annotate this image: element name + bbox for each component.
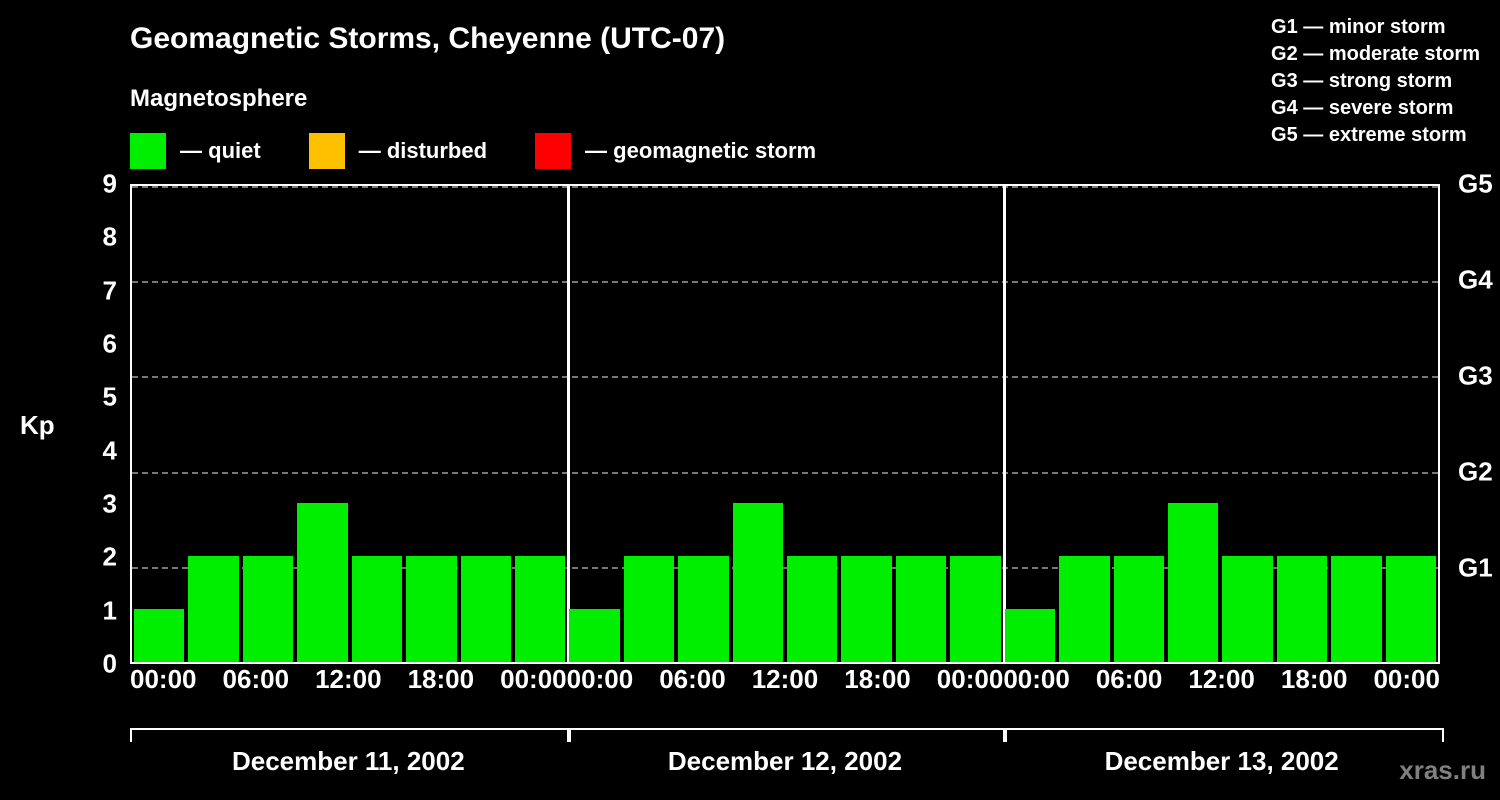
x-tick-day2-4: 00:00 xyxy=(1373,664,1440,695)
bar-day0-1[interactable] xyxy=(188,556,238,662)
date-bracket-0 xyxy=(130,728,571,742)
date-label-2: December 13, 2002 xyxy=(1003,746,1440,777)
x-labels-day-2: 00:00 06:00 12:00 18:00 00:00 xyxy=(1003,664,1440,695)
legend-label-quiet: — quiet xyxy=(180,138,261,164)
bar-day1-7[interactable] xyxy=(950,556,1000,662)
bar-day1-2[interactable] xyxy=(678,556,728,662)
day-panel-1 xyxy=(567,186,1002,662)
bar-day0-7[interactable] xyxy=(515,556,565,662)
bar-day2-1[interactable] xyxy=(1059,556,1109,662)
x-tick-day1-1: 06:00 xyxy=(659,664,726,695)
bar-day1-3[interactable] xyxy=(733,503,783,662)
date-bracket-2 xyxy=(1003,728,1444,742)
bar-day2-5[interactable] xyxy=(1277,556,1327,662)
x-labels-day-0: 00:00 06:00 12:00 18:00 00:00 xyxy=(130,664,567,695)
bar-day0-5[interactable] xyxy=(406,556,456,662)
chart-title: Geomagnetic Storms, Cheyenne (UTC-07) xyxy=(130,22,725,56)
bar-day2-2[interactable] xyxy=(1114,556,1164,662)
bar-day1-4[interactable] xyxy=(787,556,837,662)
g-tick-G5: G5 xyxy=(1458,169,1493,200)
chart-page: Geomagnetic Storms, Cheyenne (UTC-07) Ma… xyxy=(0,0,1500,800)
color-legend: — quiet — disturbed — geomagnetic storm xyxy=(130,133,864,169)
x-tick-day2-1: 06:00 xyxy=(1096,664,1163,695)
g-tick-G3: G3 xyxy=(1458,361,1493,392)
x-tick-day0-0: 00:00 xyxy=(130,664,197,695)
bar-day0-0[interactable] xyxy=(134,609,184,662)
day-panel-2 xyxy=(1003,186,1438,662)
legend-item-storm: — geomagnetic storm xyxy=(535,133,816,169)
quiet-swatch-icon xyxy=(130,133,166,169)
date-bracket-1 xyxy=(567,728,1008,742)
bar-day0-4[interactable] xyxy=(352,556,402,662)
g-tick-G1: G1 xyxy=(1458,553,1493,584)
x-tick-day2-3: 18:00 xyxy=(1281,664,1348,695)
bar-day2-0[interactable] xyxy=(1005,609,1055,662)
legend-item-disturbed: — disturbed xyxy=(309,133,487,169)
g-axis-labels: G5 G4 G3 G2 G1 xyxy=(1452,184,1500,664)
x-tick-day1-2: 12:00 xyxy=(752,664,819,695)
x-tick-day2-2: 12:00 xyxy=(1188,664,1255,695)
legend-item-quiet: — quiet xyxy=(130,133,261,169)
bar-day2-4[interactable] xyxy=(1222,556,1272,662)
g-tick-G2: G2 xyxy=(1458,457,1493,488)
day-panel-0 xyxy=(132,186,567,662)
bar-day2-7[interactable] xyxy=(1386,556,1436,662)
bar-day0-2[interactable] xyxy=(243,556,293,662)
legend-label-disturbed: — disturbed xyxy=(359,138,487,164)
bar-day2-6[interactable] xyxy=(1331,556,1381,662)
g-scale-legend: G1 — minor storm G2 — moderate storm G3 … xyxy=(1271,14,1480,149)
x-axis-labels: 00:00 06:00 12:00 18:00 00:00 00:00 06:00 12:0… xyxy=(130,664,1440,704)
chart-subtitle: Magnetosphere xyxy=(130,85,307,113)
date-section: December 11, 2002 December 12, 2002 Dece… xyxy=(130,728,1440,788)
bars-container xyxy=(132,186,1438,662)
x-tick-day1-0: 00:00 xyxy=(567,664,634,695)
bar-day1-5[interactable] xyxy=(841,556,891,662)
bar-day0-3[interactable] xyxy=(297,503,347,662)
bar-day2-3[interactable] xyxy=(1168,503,1218,662)
plot-area xyxy=(130,184,1440,664)
x-tick-day0-1: 06:00 xyxy=(223,664,290,695)
watermark-text: xras.ru xyxy=(1399,755,1486,786)
date-label-1: December 12, 2002 xyxy=(567,746,1004,777)
bar-day1-1[interactable] xyxy=(624,556,674,662)
x-tick-day0-3: 18:00 xyxy=(408,664,475,695)
g-tick-G4: G4 xyxy=(1458,265,1493,296)
x-tick-day1-4: 00:00 xyxy=(937,664,1004,695)
bar-day1-0[interactable] xyxy=(569,609,619,662)
y-axis-labels: 9 8 7 6 5 4 3 2 1 0 xyxy=(75,184,125,664)
kp-axis-label: Kp xyxy=(20,410,55,441)
x-tick-day2-0: 00:00 xyxy=(1003,664,1070,695)
bar-day1-6[interactable] xyxy=(896,556,946,662)
x-tick-day0-2: 12:00 xyxy=(315,664,382,695)
x-labels-day-1: 00:00 06:00 12:00 18:00 00:00 xyxy=(567,664,1004,695)
disturbed-swatch-icon xyxy=(309,133,345,169)
date-label-0: December 11, 2002 xyxy=(130,746,567,777)
x-tick-day0-4: 00:00 xyxy=(500,664,567,695)
x-tick-day1-3: 18:00 xyxy=(844,664,911,695)
bar-day0-6[interactable] xyxy=(461,556,511,662)
legend-label-storm: — geomagnetic storm xyxy=(585,138,816,164)
storm-swatch-icon xyxy=(535,133,571,169)
